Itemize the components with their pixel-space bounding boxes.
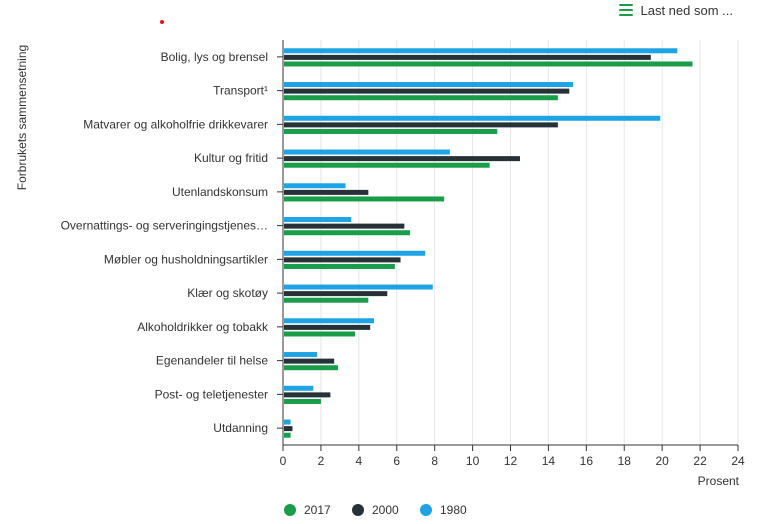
bar-1980 <box>284 183 346 189</box>
bar-2000 <box>284 54 651 60</box>
bar-1980 <box>284 284 433 290</box>
bar-2017 <box>284 61 693 67</box>
legend-item-2000[interactable]: 2000 <box>352 503 399 517</box>
x-tick-label: 6 <box>393 454 400 468</box>
legend-item-1980[interactable]: 1980 <box>420 503 467 517</box>
x-tick-label: 16 <box>580 454 594 468</box>
bar-1980 <box>284 385 314 391</box>
x-tick-label: 12 <box>504 454 518 468</box>
legend-label-1980: 1980 <box>440 503 467 517</box>
bar-2017 <box>284 432 291 438</box>
bar-2000 <box>284 189 369 195</box>
download-menu[interactable]: Last ned som ... <box>618 0 769 20</box>
legend-label-2000: 2000 <box>372 503 399 517</box>
category-label: Transport¹ <box>213 84 268 98</box>
x-axis-title: Prosent <box>698 474 740 488</box>
bar-1980 <box>284 318 374 324</box>
hamburger-menu-icon[interactable] <box>618 4 633 16</box>
x-tick-label: 0 <box>280 454 287 468</box>
x-tick-label: 8 <box>431 454 438 468</box>
x-tick-label: 10 <box>466 454 480 468</box>
bar-2000 <box>284 392 331 398</box>
legend-swatch-1980 <box>420 504 432 516</box>
bar-1980 <box>284 115 661 121</box>
x-tick-label: 22 <box>693 454 707 468</box>
bar-2000 <box>284 426 293 432</box>
category-label: Post- og teletjenester <box>155 387 268 401</box>
bar-2000 <box>284 156 520 162</box>
bar-2017 <box>284 196 445 202</box>
bar-1980 <box>284 250 426 256</box>
bar-2017 <box>284 230 411 236</box>
bar-1980 <box>284 217 352 223</box>
bar-2000 <box>284 324 371 330</box>
bar-2017 <box>284 128 498 134</box>
category-label: Utdanning <box>213 421 268 435</box>
bar-1980 <box>284 419 291 425</box>
bar-2017 <box>284 162 490 168</box>
bar-1980 <box>284 48 678 54</box>
download-label[interactable]: Last ned som ... <box>640 2 734 18</box>
bar-2017 <box>284 331 356 337</box>
bar-2000 <box>284 358 335 364</box>
bar-2000 <box>284 88 570 94</box>
category-label: Matvarer og alkoholfrie drikkevarer <box>83 117 268 131</box>
bar-2017 <box>284 365 338 371</box>
bar-2000 <box>284 291 388 297</box>
category-label: Egenandeler til helse <box>156 354 268 368</box>
legend-label-2017: 2017 <box>304 503 331 517</box>
category-label: Kultur og fritid <box>194 151 268 165</box>
x-tick-label: 18 <box>618 454 632 468</box>
marker-dot <box>160 20 164 24</box>
legend: 2017 2000 1980 <box>0 503 769 521</box>
bar-2017 <box>284 297 369 303</box>
category-label: Klær og skotøy <box>187 286 268 300</box>
category-label: Møbler og husholdningsartikler <box>104 252 268 266</box>
category-label: Utenlandskonsum <box>172 185 268 199</box>
legend-swatch-2000 <box>352 504 364 516</box>
category-label: Alkoholdrikker og tobakk <box>137 320 269 334</box>
legend-swatch-2017 <box>284 504 296 516</box>
bar-1980 <box>284 82 574 88</box>
bar-1980 <box>284 352 318 358</box>
x-tick-label: 4 <box>355 454 362 468</box>
bar-2000 <box>284 257 401 263</box>
y-axis-title: Forbrukets sammensetning <box>15 45 29 190</box>
bar-2017 <box>284 95 558 101</box>
bar-2017 <box>284 398 321 404</box>
x-tick-label: 2 <box>318 454 325 468</box>
category-label: Bolig, lys og brensel <box>161 50 268 64</box>
bar-2000 <box>284 223 405 229</box>
bar-2000 <box>284 122 558 128</box>
legend-item-2017[interactable]: 2017 <box>284 503 331 517</box>
x-tick-label: 20 <box>655 454 669 468</box>
x-tick-label: 24 <box>731 454 745 468</box>
bar-2017 <box>284 263 395 269</box>
bar-1980 <box>284 149 450 155</box>
category-label: Overnattings- og serveringingstjenes… <box>61 219 268 233</box>
x-tick-label: 14 <box>542 454 556 468</box>
